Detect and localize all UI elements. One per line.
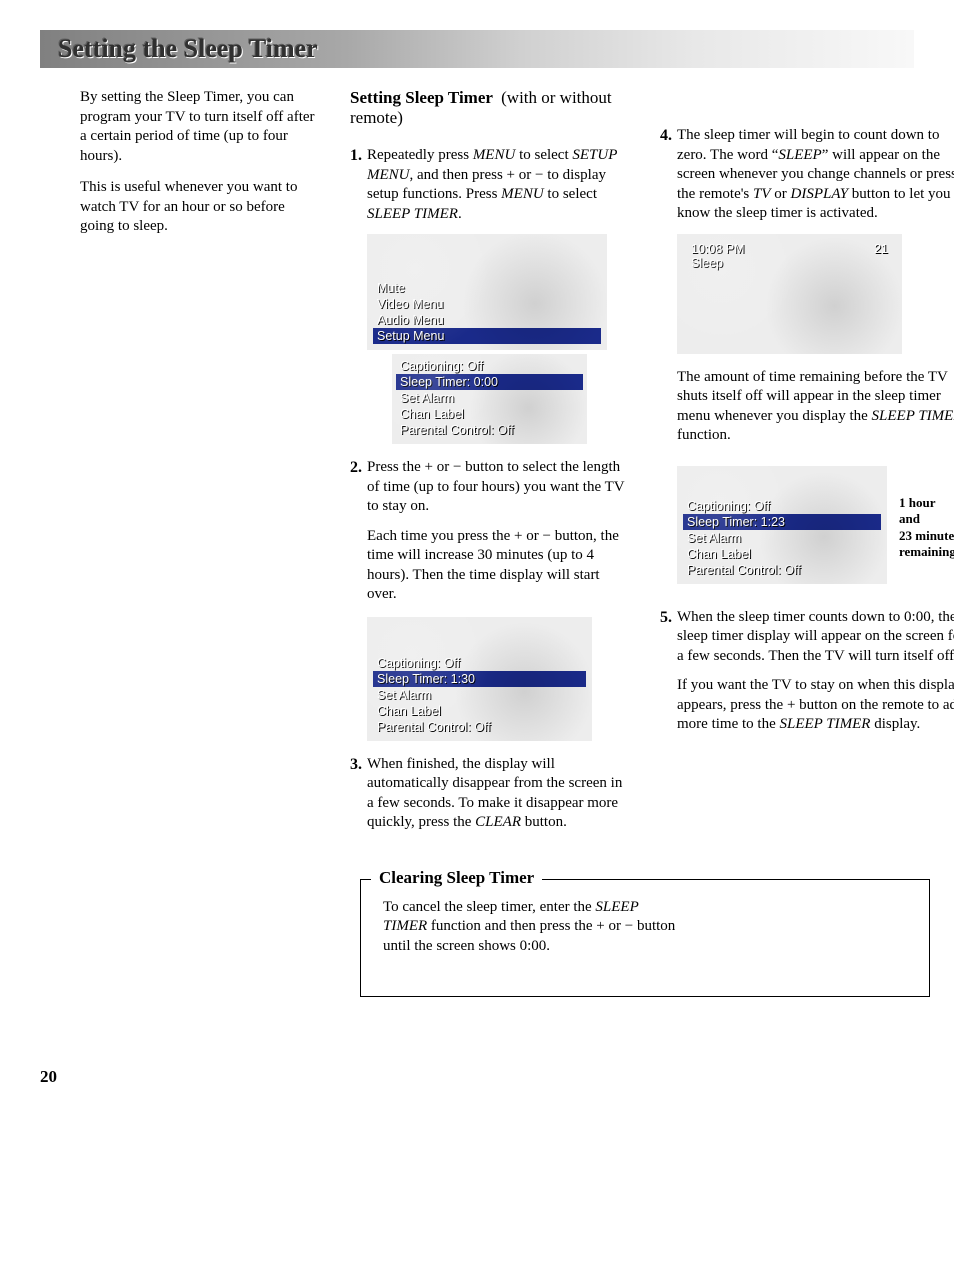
osd4-annot-line: 23 minutes — [899, 528, 954, 544]
osd-main-item: Video Menu — [373, 296, 601, 312]
step-5-num: 5. — [660, 608, 672, 667]
osd4-annot-line: remaining — [899, 544, 954, 560]
page-number: 20 — [40, 1067, 914, 1087]
osd-tv-time: 10:08 PM — [691, 242, 745, 256]
osd4-item: Captioning: Off — [683, 498, 881, 514]
osd2-item: Parental Control: Off — [373, 719, 586, 735]
step-3-text: When finished, the display will automati… — [367, 755, 630, 833]
osd2-item-selected: Sleep Timer: 1:30 — [373, 671, 586, 687]
osd-main-item-selected: Setup Menu — [373, 328, 601, 344]
step-4-text: The sleep timer will begin to count down… — [677, 126, 954, 224]
steps-column-right: 4. The sleep timer will begin to count d… — [660, 88, 954, 843]
osd4-annot-line: 1 hour — [899, 495, 954, 511]
osd-sub-item: Captioning: Off — [396, 358, 583, 374]
osd-sub-item: Chan Label — [396, 406, 583, 422]
osd-tv-sleep-word: Sleep — [683, 256, 896, 270]
osd4-item: Set Alarm — [683, 530, 881, 546]
osd-main-item: Mute — [373, 280, 601, 296]
osd-main-menu-list: Mute Video Menu Audio Menu Setup Menu — [373, 240, 601, 344]
osd-tv-channel: 21 — [874, 242, 888, 256]
osd-screenshot-sleep-indicator: 10:08 PM 21 Sleep — [677, 234, 902, 354]
section-header-title: Setting the Sleep Timer — [58, 34, 318, 64]
osd2-item: Chan Label — [373, 703, 586, 719]
intro-paragraph-2: This is useful whenever you want to watc… — [80, 178, 320, 237]
step-1-text: Repeatedly press MENU to select SETUP ME… — [367, 146, 630, 224]
clearing-text: To cancel the sleep timer, enter the SLE… — [383, 898, 683, 957]
clearing-sleep-timer-box: Clearing Sleep Timer To cancel the sleep… — [360, 879, 930, 998]
step-2-text: Press the + or − button to select the le… — [367, 458, 630, 517]
osd4-item-selected: Sleep Timer: 1:23 — [683, 514, 881, 530]
step-4-continuation: The amount of time remaining before the … — [660, 368, 954, 446]
osd-sub-item-selected: Sleep Timer: 0:00 — [396, 374, 583, 390]
osd-screenshot-sub-menu: Captioning: Off Sleep Timer: 0:00 Set Al… — [392, 354, 587, 444]
step-1: 1. Repeatedly press MENU to select SETUP… — [350, 146, 630, 224]
section-title: Setting Sleep Timer (with or without rem… — [350, 88, 630, 128]
osd-sub-item: Parental Control: Off — [396, 422, 583, 438]
osd4-wrapper: Captioning: Off Sleep Timer: 1:23 Set Al… — [660, 458, 954, 598]
step-4-num: 4. — [660, 126, 672, 224]
step-5-text: When the sleep timer counts down to 0:00… — [677, 608, 954, 667]
intro-paragraph-1: By setting the Sleep Timer, you can prog… — [80, 88, 320, 166]
step-2-continuation: Each time you press the + or − button, t… — [350, 527, 630, 605]
osd-screenshot-main-menu: Mute Video Menu Audio Menu Setup Menu — [367, 234, 607, 350]
osd4-item: Parental Control: Off — [683, 562, 881, 578]
osd4-annot-line: and — [899, 511, 954, 527]
osd4-annotation: 1 hour and 23 minutes remaining — [899, 495, 954, 560]
step-2-num: 2. — [350, 458, 362, 517]
step-3-num: 3. — [350, 755, 362, 833]
step-2: 2. Press the + or − button to select the… — [350, 458, 630, 517]
step-5-continuation: If you want the TV to stay on when this … — [660, 676, 954, 735]
osd-main-item: Audio Menu — [373, 312, 601, 328]
osd4-item: Chan Label — [683, 546, 881, 562]
osd-screenshot-sleep-123: Captioning: Off Sleep Timer: 1:23 Set Al… — [677, 466, 887, 584]
steps-column-left: Setting Sleep Timer (with or without rem… — [350, 88, 630, 843]
step-1-num: 1. — [350, 146, 362, 224]
step-3: 3. When finished, the display will autom… — [350, 755, 630, 833]
clearing-legend: Clearing Sleep Timer — [371, 868, 542, 888]
section-title-main: Setting Sleep Timer — [350, 88, 493, 107]
intro-column: By setting the Sleep Timer, you can prog… — [80, 88, 320, 843]
content-columns: By setting the Sleep Timer, you can prog… — [40, 88, 914, 843]
osd2-item: Captioning: Off — [373, 655, 586, 671]
osd-sub-item: Set Alarm — [396, 390, 583, 406]
step-5: 5. When the sleep timer counts down to 0… — [660, 608, 954, 667]
section-header-bar: Setting the Sleep Timer — [40, 30, 914, 68]
step-4: 4. The sleep timer will begin to count d… — [660, 126, 954, 224]
osd2-item: Set Alarm — [373, 687, 586, 703]
osd-screenshot-sleep-130: Captioning: Off Sleep Timer: 1:30 Set Al… — [367, 617, 592, 741]
